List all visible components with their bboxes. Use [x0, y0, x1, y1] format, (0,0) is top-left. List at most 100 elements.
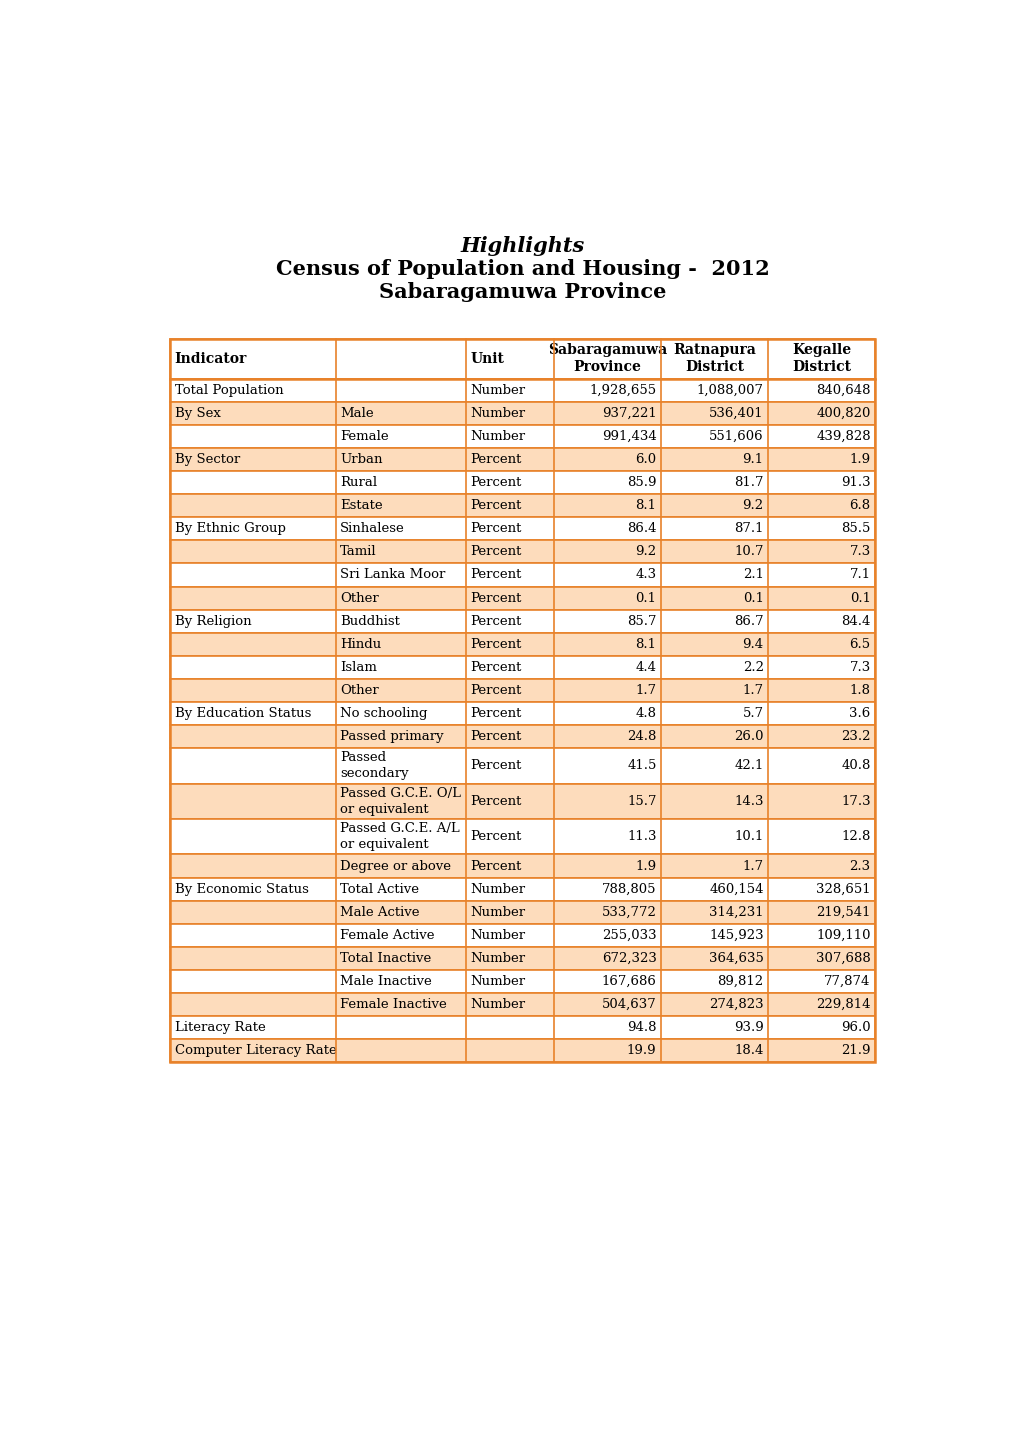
Text: 4.8: 4.8 [635, 707, 656, 720]
Text: 7.3: 7.3 [849, 660, 870, 673]
Text: 5.7: 5.7 [742, 707, 763, 720]
Bar [170, 587, 874, 610]
Text: 85.7: 85.7 [627, 614, 656, 627]
Bar [170, 878, 874, 901]
Text: 26.0: 26.0 [734, 730, 763, 743]
Bar [170, 518, 874, 541]
Text: 96.0: 96.0 [841, 1021, 870, 1034]
Text: 6.5: 6.5 [849, 637, 870, 650]
Text: By Religion: By Religion [174, 614, 251, 627]
Text: By Sector: By Sector [174, 453, 239, 466]
Text: 9.2: 9.2 [635, 545, 656, 558]
Text: 18.4: 18.4 [734, 1044, 763, 1057]
Text: Female Active: Female Active [340, 929, 434, 942]
Text: By Economic Status: By Economic Status [174, 883, 309, 895]
Text: 91.3: 91.3 [841, 476, 870, 489]
Text: Islam: Islam [340, 660, 377, 673]
Text: Computer Literacy Rate: Computer Literacy Rate [174, 1044, 336, 1057]
Bar [170, 901, 874, 924]
Text: Tamil: Tamil [340, 545, 377, 558]
Text: Other: Other [340, 684, 379, 696]
Text: Male Active: Male Active [340, 906, 420, 919]
Text: 2.3: 2.3 [849, 859, 870, 872]
Text: Unit: Unit [470, 352, 504, 366]
Bar [170, 924, 874, 947]
Text: Percent: Percent [470, 545, 522, 558]
Text: 10.7: 10.7 [734, 545, 763, 558]
Text: 10.1: 10.1 [734, 831, 763, 844]
Text: 3.6: 3.6 [849, 707, 870, 720]
Text: 24.8: 24.8 [627, 730, 656, 743]
Text: 672,323: 672,323 [601, 952, 656, 965]
Text: 42.1: 42.1 [734, 760, 763, 773]
Text: Total Inactive: Total Inactive [340, 952, 431, 965]
Text: Percent: Percent [470, 730, 522, 743]
Text: No schooling: No schooling [340, 707, 427, 720]
Text: Percent: Percent [470, 684, 522, 696]
Text: Hindu: Hindu [340, 637, 381, 650]
Text: Percent: Percent [470, 453, 522, 466]
Text: Passed G.C.E. A/L
or equivalent: Passed G.C.E. A/L or equivalent [340, 822, 460, 851]
Text: 93.9: 93.9 [733, 1021, 763, 1034]
Text: Number: Number [470, 906, 525, 919]
Text: 8.1: 8.1 [635, 637, 656, 650]
Text: 86.4: 86.4 [627, 522, 656, 535]
Text: Percent: Percent [470, 614, 522, 627]
Bar [170, 783, 874, 819]
Text: 6.0: 6.0 [635, 453, 656, 466]
Text: 6.8: 6.8 [849, 499, 870, 512]
Bar [170, 610, 874, 633]
Text: 937,221: 937,221 [601, 407, 656, 420]
Text: Percent: Percent [470, 707, 522, 720]
Text: Percent: Percent [470, 522, 522, 535]
Text: 1.8: 1.8 [849, 684, 870, 696]
Text: 460,154: 460,154 [708, 883, 763, 895]
Text: 109,110: 109,110 [815, 929, 870, 942]
Text: Ratnapura
District: Ratnapura District [673, 343, 755, 375]
Text: Other: Other [340, 591, 379, 604]
Text: 85.5: 85.5 [841, 522, 870, 535]
Text: Sabaragamuwa
Province: Sabaragamuwa Province [547, 343, 666, 375]
Text: Degree or above: Degree or above [340, 859, 450, 872]
Text: Literacy Rate: Literacy Rate [174, 1021, 265, 1034]
Text: 1.7: 1.7 [742, 859, 763, 872]
Text: 1.7: 1.7 [635, 684, 656, 696]
Text: 0.1: 0.1 [742, 591, 763, 604]
Bar [170, 1040, 874, 1063]
Text: 991,434: 991,434 [601, 430, 656, 443]
Text: 94.8: 94.8 [627, 1021, 656, 1034]
Text: 1,088,007: 1,088,007 [696, 384, 763, 397]
Text: 307,688: 307,688 [815, 952, 870, 965]
Text: 2.1: 2.1 [742, 568, 763, 581]
Bar [170, 702, 874, 725]
Text: 364,635: 364,635 [708, 952, 763, 965]
Text: Number: Number [470, 929, 525, 942]
Bar [170, 472, 874, 495]
Text: 4.3: 4.3 [635, 568, 656, 581]
Text: 77,874: 77,874 [823, 975, 870, 988]
Bar [170, 564, 874, 587]
Text: 11.3: 11.3 [627, 831, 656, 844]
Text: Highlights: Highlights [461, 236, 584, 257]
Text: 1.9: 1.9 [635, 859, 656, 872]
Text: Number: Number [470, 384, 525, 397]
Text: Percent: Percent [470, 831, 522, 844]
Text: 255,033: 255,033 [601, 929, 656, 942]
Text: 4.4: 4.4 [635, 660, 656, 673]
Text: By Sex: By Sex [174, 407, 220, 420]
Text: 17.3: 17.3 [841, 795, 870, 808]
Bar [170, 725, 874, 748]
Text: Number: Number [470, 998, 525, 1011]
Text: Sri Lanka Moor: Sri Lanka Moor [340, 568, 445, 581]
Text: Passed primary: Passed primary [340, 730, 443, 743]
Bar [170, 448, 874, 472]
Text: 788,805: 788,805 [601, 883, 656, 895]
Text: 274,823: 274,823 [708, 998, 763, 1011]
Text: 328,651: 328,651 [815, 883, 870, 895]
Text: 1,928,655: 1,928,655 [589, 384, 656, 397]
Text: Number: Number [470, 975, 525, 988]
Text: 314,231: 314,231 [708, 906, 763, 919]
Text: 439,828: 439,828 [815, 430, 870, 443]
Text: 86.7: 86.7 [734, 614, 763, 627]
Text: Passed G.C.E. O/L
or equivalent: Passed G.C.E. O/L or equivalent [340, 787, 461, 816]
